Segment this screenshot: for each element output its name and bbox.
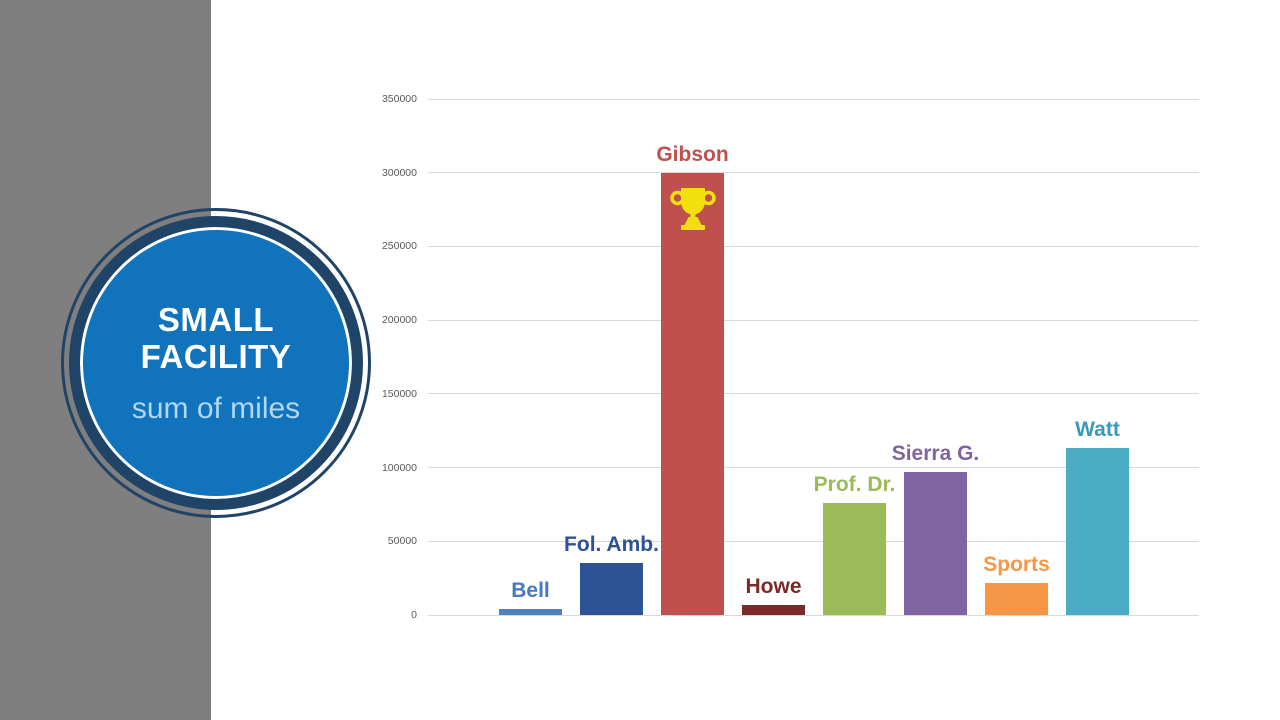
bar-label-sports: Sports	[983, 552, 1050, 576]
badge-subtitle: sum of miles	[131, 392, 301, 425]
bar-gibson	[661, 172, 724, 615]
bar-label-gibson: Gibson	[656, 142, 729, 166]
gridline-250000	[428, 245, 1199, 247]
bar-label-sierra-g: Sierra G.	[891, 442, 980, 465]
bar-bell	[499, 609, 562, 615]
gridline-100000	[428, 467, 1199, 469]
y-axis-tick-label: 350000	[381, 93, 417, 105]
y-axis-tick-label: 250000	[381, 240, 417, 253]
bar-fol-amb	[580, 563, 643, 615]
y-axis-tick-label: 200000	[381, 314, 417, 327]
facility-badge: SMALL FACILITY sum of miles	[69, 216, 363, 510]
facility-badge-outer-ring	[61, 208, 371, 518]
y-axis-tick-label: 100000	[381, 461, 417, 474]
badge-title-line1: SMALL	[157, 301, 275, 338]
y-axis-tick-label: 150000	[381, 387, 417, 400]
gridline-0	[428, 614, 1199, 616]
y-axis-tick-label: 50000	[387, 535, 417, 548]
trophy-icon	[669, 187, 716, 230]
y-axis-tick-label: 0	[411, 609, 417, 621]
bar-label-watt: Watt	[1075, 418, 1120, 442]
bar-label-howe: Howe	[745, 574, 802, 598]
y-axis-tick-label: 300000	[381, 166, 417, 179]
gridline-50000	[428, 540, 1199, 542]
gridline-200000	[428, 319, 1199, 321]
bar-watt	[1066, 448, 1129, 615]
gridline-150000	[428, 393, 1199, 395]
bar-label-bell: Bell	[511, 579, 550, 603]
bar-sports	[985, 582, 1048, 615]
bar-prof-dr	[823, 502, 886, 615]
bar-label-prof-dr: Prof. Dr.	[813, 472, 896, 496]
bar-sierra-g	[904, 472, 967, 615]
bar-howe	[742, 604, 805, 615]
gridline-300000	[428, 172, 1199, 174]
bar-label-fol-amb: Fol. Amb.	[564, 533, 659, 557]
gridline-350000	[428, 98, 1199, 100]
badge-title-line2: FACILITY	[140, 338, 292, 375]
bar-chart-plot-area: 0 50000 100000 150000 200000 250000 300000 3500…	[382, 93, 1199, 621]
